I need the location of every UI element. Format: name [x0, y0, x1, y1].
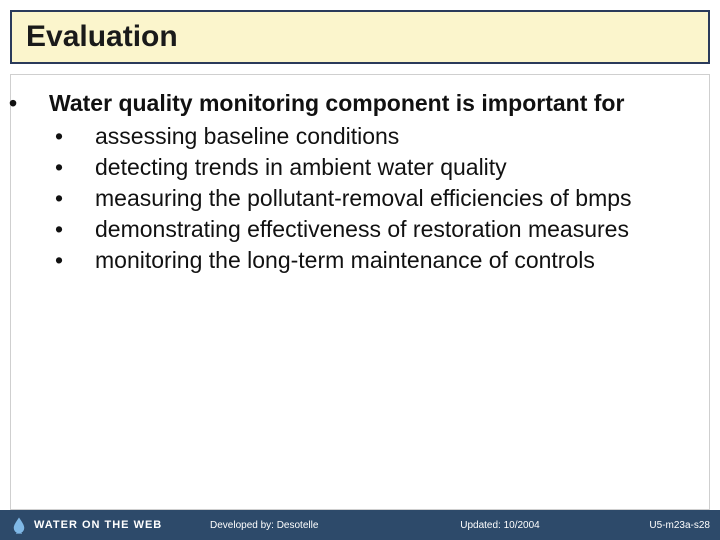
lead-text: Water quality monitoring component is im… — [49, 90, 624, 116]
list-item: •monitoring the long-term maintenance of… — [75, 245, 691, 276]
sub-bullet-list: •assessing baseline conditions •detectin… — [75, 121, 691, 276]
sub-text: demonstrating effectiveness of restorati… — [95, 216, 629, 242]
slide: Evaluation •Water quality monitoring com… — [0, 0, 720, 540]
list-item: •assessing baseline conditions — [75, 121, 691, 152]
sub-text: monitoring the long-term maintenance of … — [95, 247, 595, 273]
brand-text: WATER ON THE WEB — [34, 519, 162, 531]
slide-title: Evaluation — [26, 20, 694, 54]
sub-text: measuring the pollutant-removal efficien… — [95, 185, 632, 211]
brand-block: WATER ON THE WEB — [10, 516, 210, 534]
lead-bullet: •Water quality monitoring component is i… — [49, 89, 691, 119]
list-item: •measuring the pollutant-removal efficie… — [75, 183, 691, 214]
developed-by: Developed by: Desotelle — [210, 520, 410, 531]
slide-code: U5-m23a-s28 — [590, 520, 710, 531]
sub-text: detecting trends in ambient water qualit… — [95, 154, 507, 180]
footer-bar: WATER ON THE WEB Developed by: Desotelle… — [0, 510, 720, 540]
sub-text: assessing baseline conditions — [95, 123, 399, 149]
bullet-icon: • — [75, 121, 95, 152]
updated-date: Updated: 10/2004 — [410, 520, 590, 531]
bullet-icon: • — [75, 183, 95, 214]
title-bar: Evaluation — [10, 10, 710, 64]
bullet-icon: • — [75, 152, 95, 183]
body-box: •Water quality monitoring component is i… — [10, 74, 710, 510]
bullet-icon: • — [75, 245, 95, 276]
list-item: •demonstrating effectiveness of restorat… — [75, 214, 691, 245]
bullet-icon: • — [75, 214, 95, 245]
water-drop-icon — [10, 516, 28, 534]
bullet-icon: • — [29, 89, 49, 119]
list-item: •detecting trends in ambient water quali… — [75, 152, 691, 183]
